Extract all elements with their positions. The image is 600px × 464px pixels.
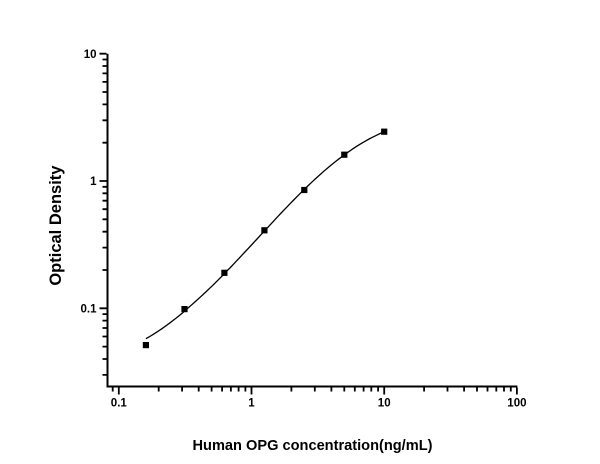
svg-text:Optical Density: Optical Density	[47, 165, 65, 286]
svg-text:1: 1	[90, 176, 97, 188]
svg-text:Human OPG concentration(ng/mL): Human OPG concentration(ng/mL)	[193, 438, 433, 454]
svg-text:100: 100	[507, 397, 526, 409]
svg-text:10: 10	[84, 49, 97, 61]
svg-text:10: 10	[378, 397, 391, 409]
svg-text:0.1: 0.1	[111, 397, 128, 409]
svg-text:1: 1	[248, 397, 255, 409]
svg-text:0.1: 0.1	[81, 303, 98, 315]
